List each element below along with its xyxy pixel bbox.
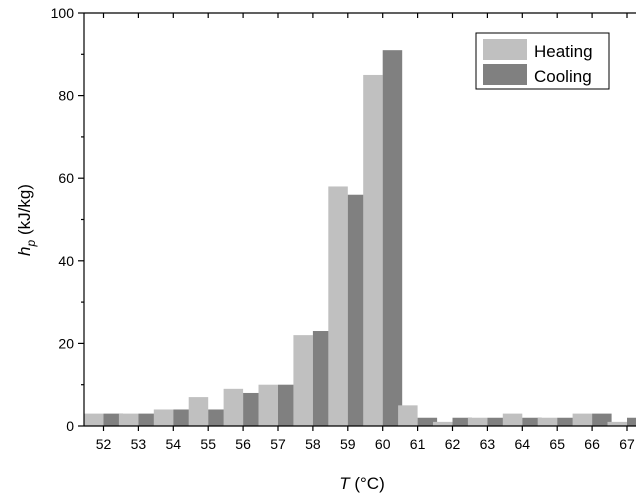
bar-cooling-57 [278, 384, 298, 426]
bar-cooling-58 [312, 331, 333, 426]
bar-cooling-60 [382, 50, 403, 427]
legend-swatch-cooling [483, 64, 527, 85]
y-tick-label-40: 40 [58, 253, 74, 269]
bar-cooling-55 [208, 409, 228, 426]
x-tick-label-63: 63 [480, 436, 496, 452]
bar-heating-54 [153, 409, 174, 426]
bar-heating-66 [572, 413, 593, 426]
x-tick-label-56: 56 [235, 436, 251, 452]
bar-heating-65 [537, 417, 558, 426]
y-axis-variable: h [15, 246, 34, 255]
x-tick-label-65: 65 [549, 436, 565, 452]
bar-cooling-61 [417, 417, 438, 426]
bar-heating-62 [433, 421, 453, 426]
bar-cooling-66 [592, 413, 612, 426]
legend-label-heating: Heating [534, 42, 593, 61]
x-tick-label-52: 52 [96, 436, 112, 452]
x-tick-label-59: 59 [340, 436, 356, 452]
bar-heating-64 [502, 413, 523, 426]
bar-heating-61 [398, 405, 418, 426]
bar-cooling-62 [452, 417, 472, 426]
x-axis-title: T (°C) [339, 474, 385, 493]
ticks-group: 0 20 40 60 80 100 52 53 54 55 56 57 58 59 60 61 62 63 64 65… [51, 5, 635, 452]
bar-heating-58 [293, 335, 313, 426]
bar-cooling-52 [103, 413, 123, 426]
x-tick-label-67: 67 [619, 436, 635, 452]
x-tick-label-55: 55 [200, 436, 216, 452]
x-tick-label-60: 60 [375, 436, 391, 452]
legend-label-cooling: Cooling [534, 67, 592, 86]
x-tick-label-54: 54 [166, 436, 182, 452]
bar-cooling-65 [557, 417, 577, 426]
x-axis-unit: (°C) [350, 474, 385, 493]
x-axis-variable: T [339, 474, 351, 493]
x-tick-label-58: 58 [305, 436, 321, 452]
y-axis-subscript: p [24, 239, 38, 247]
y-tick-label-20: 20 [58, 335, 74, 351]
y-tick-label-0: 0 [66, 418, 74, 434]
bars-group [84, 50, 636, 427]
bar-heating-56 [223, 388, 244, 426]
y-tick-label-80: 80 [58, 88, 74, 104]
x-tick-label-66: 66 [584, 436, 600, 452]
bar-heating-67 [607, 421, 627, 426]
y-axis-title: hp (kJ/kg) [15, 184, 38, 256]
bar-cooling-56 [243, 392, 263, 426]
bar-heating-63 [467, 417, 488, 426]
bar-cooling-53 [138, 413, 158, 426]
x-tick-label-53: 53 [131, 436, 147, 452]
bar-cooling-67 [627, 417, 636, 426]
legend-swatch-heating [483, 39, 527, 60]
y-tick-label-100: 100 [51, 5, 75, 21]
bar-heating-57 [258, 384, 278, 426]
x-tick-label-62: 62 [445, 436, 461, 452]
bar-heating-59 [328, 186, 348, 426]
bar-heating-53 [118, 413, 139, 426]
x-tick-label-64: 64 [515, 436, 531, 452]
legend: Heating Cooling [475, 32, 610, 90]
bar-cooling-63 [487, 417, 507, 426]
y-axis-unit: (kJ/kg) [15, 184, 34, 240]
bar-cooling-54 [173, 409, 193, 426]
bar-heating-52 [84, 413, 104, 426]
bar-cooling-64 [522, 417, 542, 426]
y-tick-label-60: 60 [58, 170, 74, 186]
bar-cooling-59 [347, 194, 368, 426]
x-tick-label-61: 61 [410, 436, 426, 452]
bar-heating-60 [363, 74, 383, 426]
bar-heating-55 [188, 397, 209, 426]
x-tick-label-57: 57 [270, 436, 286, 452]
